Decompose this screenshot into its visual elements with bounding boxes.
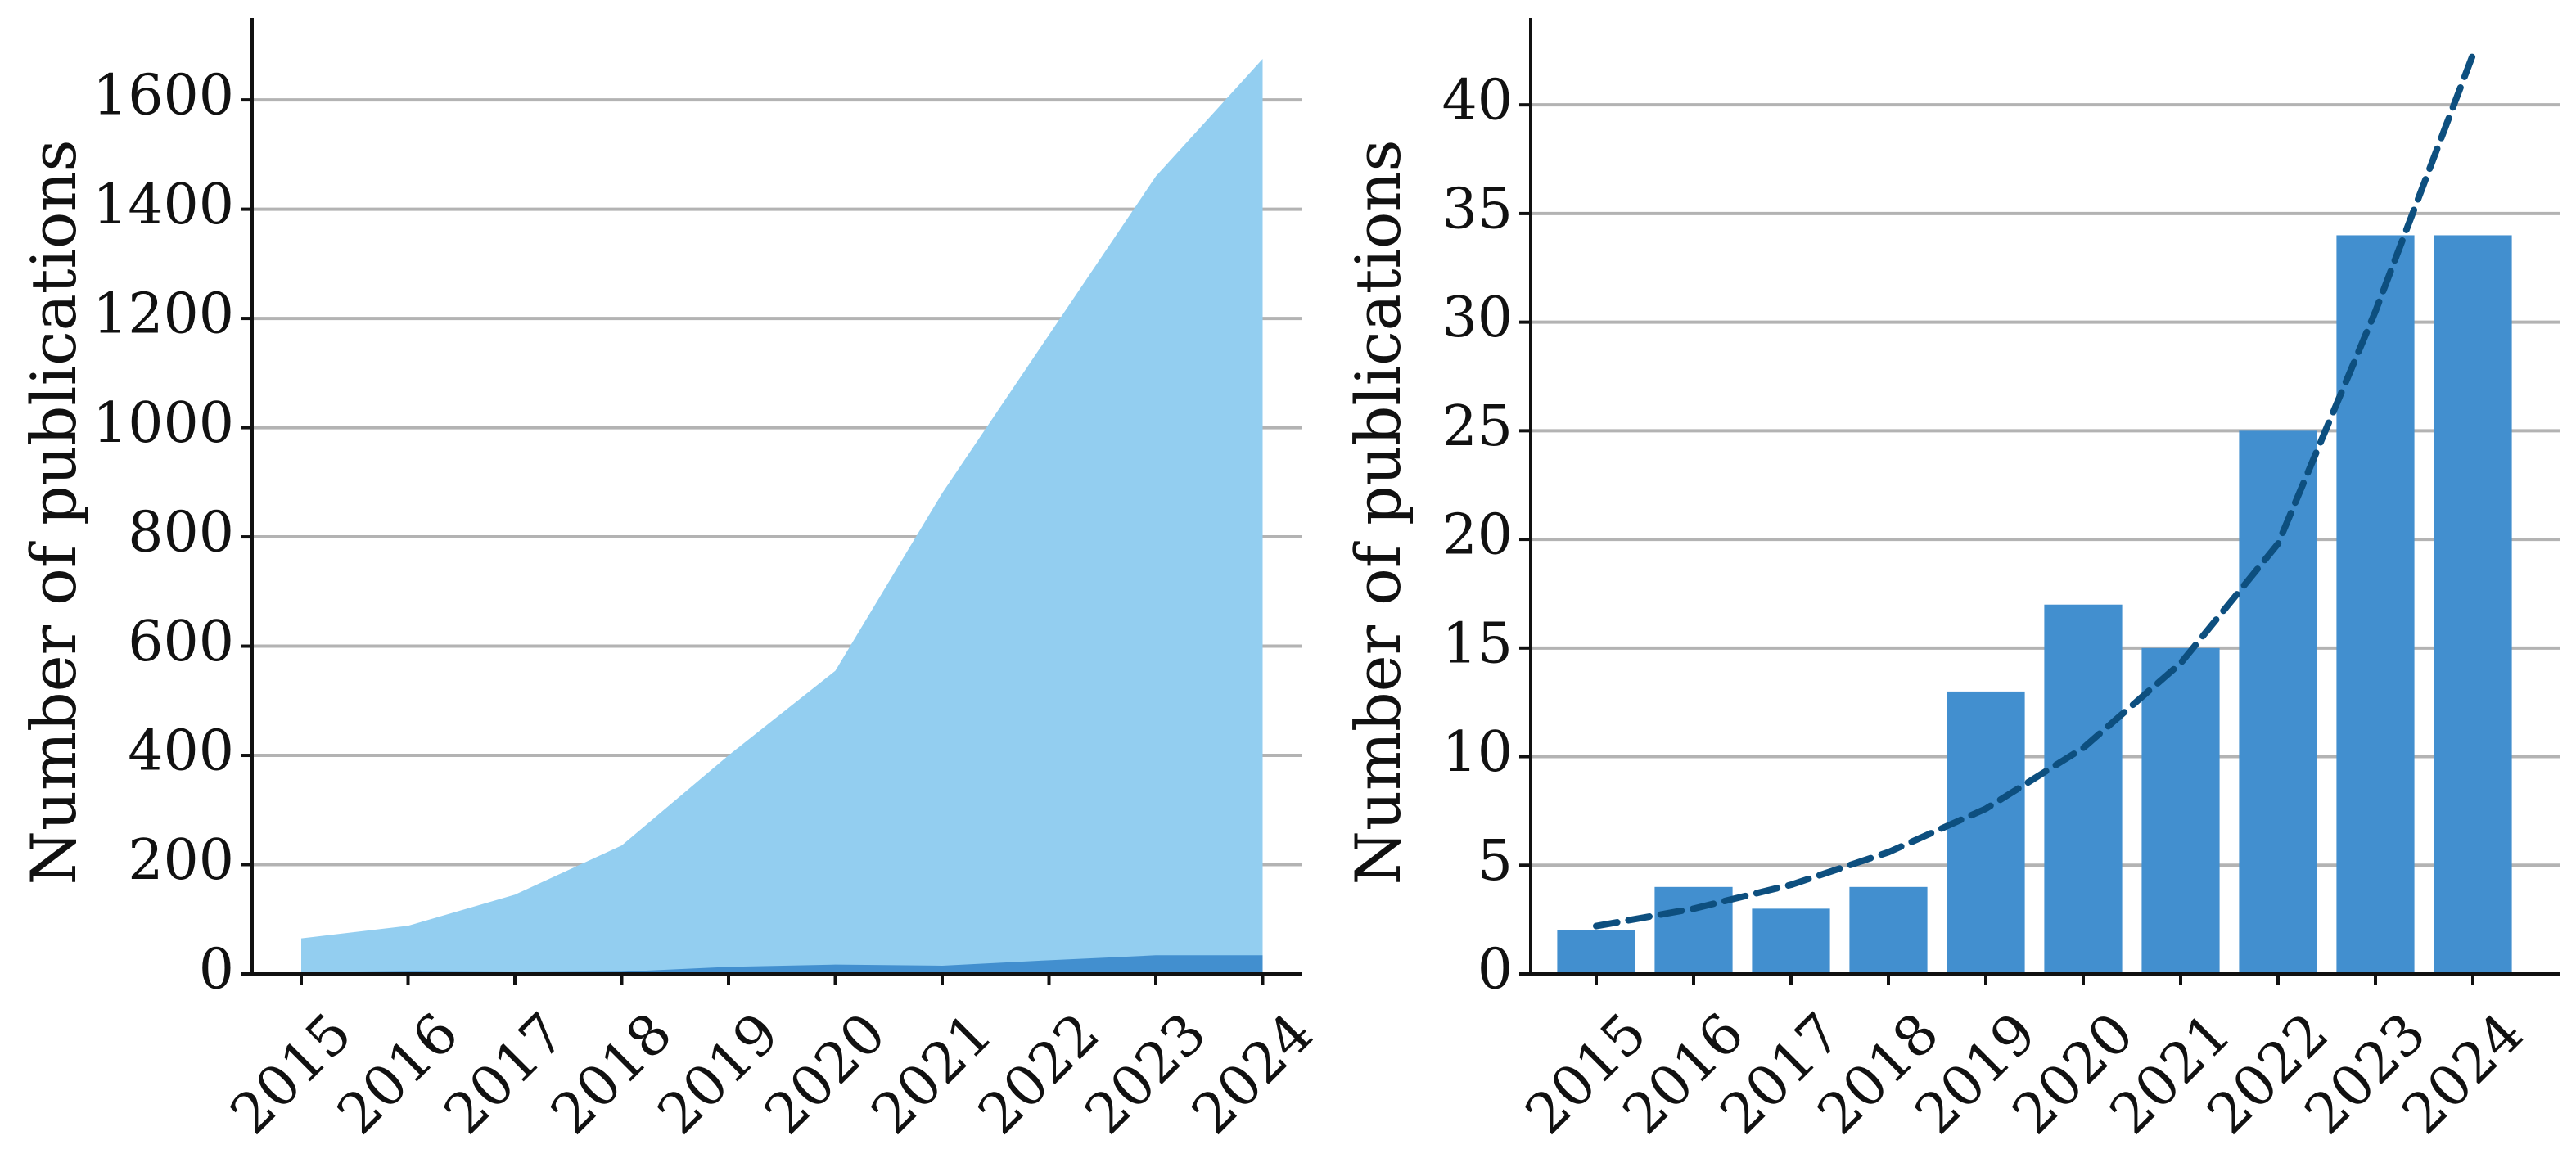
y-tick-label: 40 — [1441, 69, 1513, 133]
x-tick-label: 2016 — [325, 1001, 471, 1147]
gridlines — [252, 98, 1302, 867]
bar-2015 — [1557, 930, 1635, 974]
y-tick-label: 0 — [1477, 938, 1513, 1003]
y-tick-label: 400 — [128, 719, 234, 784]
y-tick-label: 1600 — [92, 64, 234, 128]
bars — [1557, 235, 2512, 974]
y-tick-label: 25 — [1441, 394, 1513, 459]
y-tick-label: 1000 — [92, 391, 234, 456]
x-tick-label: 2023 — [1073, 1001, 1219, 1147]
y-tick-labels: 0 5 10 15 20 25 30 35 40 — [1441, 69, 1531, 1003]
publications-bar-chart: 0 5 10 15 20 25 30 35 40 201520162017201820192020… — [1342, 18, 2560, 1147]
x-tick-label: 2015 — [219, 1001, 364, 1147]
publications-area-chart: 0200400600800100012001400160020152016201… — [17, 18, 1326, 1147]
bar-2021 — [2141, 647, 2220, 974]
trend-line — [1593, 52, 2476, 930]
y-tick-label: 1400 — [92, 173, 234, 237]
bar-2019 — [1947, 691, 2025, 974]
x-tick-label: 2017 — [432, 1001, 578, 1147]
y-tick-label: 10 — [1441, 720, 1513, 785]
bar-2022 — [2239, 430, 2317, 974]
area-series-group — [301, 59, 1263, 975]
x-tick-label: 2022 — [966, 1001, 1112, 1147]
y-tick-label: 30 — [1441, 286, 1513, 350]
bar-2018 — [1849, 886, 1928, 974]
x-tick-label: 2020 — [752, 1001, 898, 1147]
y-tick-label: 200 — [128, 828, 234, 893]
y-tick-label: 1200 — [92, 282, 234, 347]
bar-2017 — [1752, 908, 1830, 974]
bar-2016 — [1654, 886, 1733, 974]
y-tick-label: 0 — [199, 938, 234, 1003]
bar-2023 — [2336, 235, 2415, 974]
y-tick-label: 35 — [1441, 177, 1513, 241]
x-tick-label: 2019 — [646, 1001, 792, 1147]
area-series-1 — [301, 59, 1263, 975]
bar-2020 — [2044, 604, 2123, 974]
x-tick-label: 2018 — [539, 1001, 684, 1147]
x-tick-label: 2021 — [859, 1001, 1005, 1147]
y-tick-label: 20 — [1441, 503, 1513, 568]
y-tick-label: 5 — [1477, 829, 1513, 894]
y-axis-title: Number of publications — [1342, 140, 1414, 885]
x-tick-label: 2024 — [1180, 1001, 1325, 1147]
y-axis-title: Number of publications — [17, 140, 90, 885]
y-tick-label: 800 — [128, 501, 234, 565]
bar-2024 — [2434, 235, 2512, 974]
y-tick-label: 15 — [1441, 611, 1513, 676]
y-tick-label: 600 — [128, 610, 234, 674]
area-series-2 — [301, 955, 1263, 974]
y-tick-labels: 0 200 400 600 800 1000 1200 1400 1600 — [92, 64, 252, 1003]
